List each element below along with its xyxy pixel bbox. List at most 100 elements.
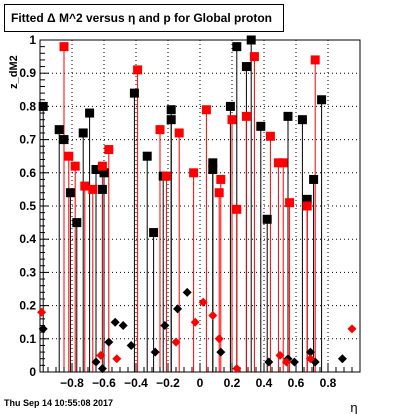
- diamond-marker: [214, 334, 224, 344]
- y-tick-label: 0.4: [19, 232, 36, 246]
- timestamp-footer: Thu Sep 14 10:55:08 2017: [4, 398, 114, 408]
- diamond-marker: [190, 317, 200, 327]
- x-tick-label: 0: [197, 376, 204, 390]
- square-marker: [201, 105, 211, 115]
- square-marker: [78, 128, 88, 138]
- square-marker: [241, 111, 251, 121]
- x-tick-label: 0.2: [224, 376, 241, 390]
- grid: [40, 39, 360, 373]
- diamond-marker: [96, 350, 106, 360]
- y-tick-label: 0.2: [19, 299, 36, 313]
- square-marker: [104, 145, 114, 155]
- y-tick-label: 0.9: [19, 66, 36, 80]
- square-marker: [285, 198, 295, 208]
- diamond-marker: [171, 337, 181, 347]
- square-marker: [64, 151, 74, 161]
- square-marker: [54, 125, 64, 135]
- axis-ticks: −0.8 −0.6 −0.4 −0.2 0 0.2 0.4 0.6 0.8 0 0.1 0.2 0.3 0…: [19, 33, 361, 390]
- diamond-marker: [173, 304, 183, 314]
- square-marker: [161, 171, 171, 181]
- square-marker: [155, 125, 165, 135]
- diamond-marker: [38, 324, 48, 334]
- diamond-marker: [347, 324, 357, 334]
- square-marker: [273, 158, 283, 168]
- diamond-marker: [150, 347, 160, 357]
- y-tick-label: 0.5: [19, 199, 36, 213]
- x-tick-label: −0.4: [124, 376, 148, 390]
- square-marker: [262, 214, 272, 224]
- square-marker: [174, 128, 184, 138]
- diamond-marker: [37, 307, 47, 317]
- square-marker: [142, 151, 152, 161]
- square-marker: [265, 131, 275, 141]
- x-axis-label: η: [350, 400, 357, 414]
- diamond-marker: [208, 311, 218, 321]
- square-marker: [88, 184, 98, 194]
- x-tick-label: −0.8: [60, 376, 84, 390]
- square-marker: [283, 111, 293, 121]
- diamond-marker: [216, 347, 226, 357]
- square-marker: [227, 115, 237, 125]
- square-marker: [241, 62, 251, 72]
- diamond-marker: [160, 321, 170, 331]
- x-tick-label: 0.6: [288, 376, 305, 390]
- square-marker: [72, 218, 82, 228]
- diamond-marker: [182, 287, 192, 297]
- diamond-marker: [232, 364, 242, 374]
- x-tick-label: −0.6: [92, 376, 116, 390]
- square-marker: [189, 168, 199, 178]
- diamond-marker: [305, 354, 315, 364]
- diamond-marker: [118, 321, 128, 331]
- y-tick-label: 0.6: [19, 166, 36, 180]
- square-marker: [70, 161, 80, 171]
- diamond-marker: [198, 297, 208, 307]
- square-marker: [302, 201, 312, 211]
- y-tick-label: 0: [29, 365, 36, 379]
- diamond-marker: [275, 350, 285, 360]
- square-marker: [246, 35, 256, 45]
- diamond-marker: [110, 317, 120, 327]
- diamond-marker: [305, 347, 315, 357]
- square-marker: [249, 52, 259, 62]
- x-tick-label: 0.8: [320, 376, 337, 390]
- y-tick-label: 0.8: [19, 99, 36, 113]
- square-marker: [38, 101, 48, 111]
- square-marker: [166, 115, 176, 125]
- square-marker: [278, 158, 288, 168]
- diamond-marker: [337, 354, 347, 364]
- square-marker: [216, 174, 226, 184]
- square-marker: [65, 188, 75, 198]
- square-marker: [208, 164, 218, 174]
- markers: [37, 35, 357, 374]
- x-tick-label: −0.2: [156, 376, 180, 390]
- diamond-marker: [112, 354, 122, 364]
- square-marker: [310, 55, 320, 65]
- square-marker: [133, 65, 143, 75]
- x-tick-label: 0.4: [256, 376, 273, 390]
- square-marker: [309, 174, 319, 184]
- square-marker: [166, 105, 176, 115]
- square-marker: [225, 101, 235, 111]
- diamond-marker: [97, 364, 107, 374]
- diamond-marker: [281, 357, 291, 367]
- y-axis-label: z_dM2: [8, 55, 20, 89]
- square-marker: [97, 184, 107, 194]
- diamond-marker: [91, 357, 101, 367]
- y-tick-label: 0.7: [19, 133, 36, 147]
- square-marker: [129, 88, 139, 98]
- square-marker: [232, 42, 242, 52]
- vertical-lines: [42, 40, 323, 372]
- square-marker: [232, 204, 242, 214]
- square-marker: [59, 135, 69, 145]
- square-marker: [85, 108, 95, 118]
- chart-title: Fitted Δ M^2 versus η and p for Global p…: [4, 4, 284, 32]
- diamond-marker: [104, 337, 114, 347]
- square-marker: [97, 161, 107, 171]
- square-marker: [208, 158, 218, 168]
- diamond-marker: [264, 357, 274, 367]
- y-tick-label: 0.3: [19, 265, 36, 279]
- y-tick-label: 1: [29, 33, 36, 47]
- diamond-marker: [289, 357, 299, 367]
- square-marker: [317, 95, 327, 105]
